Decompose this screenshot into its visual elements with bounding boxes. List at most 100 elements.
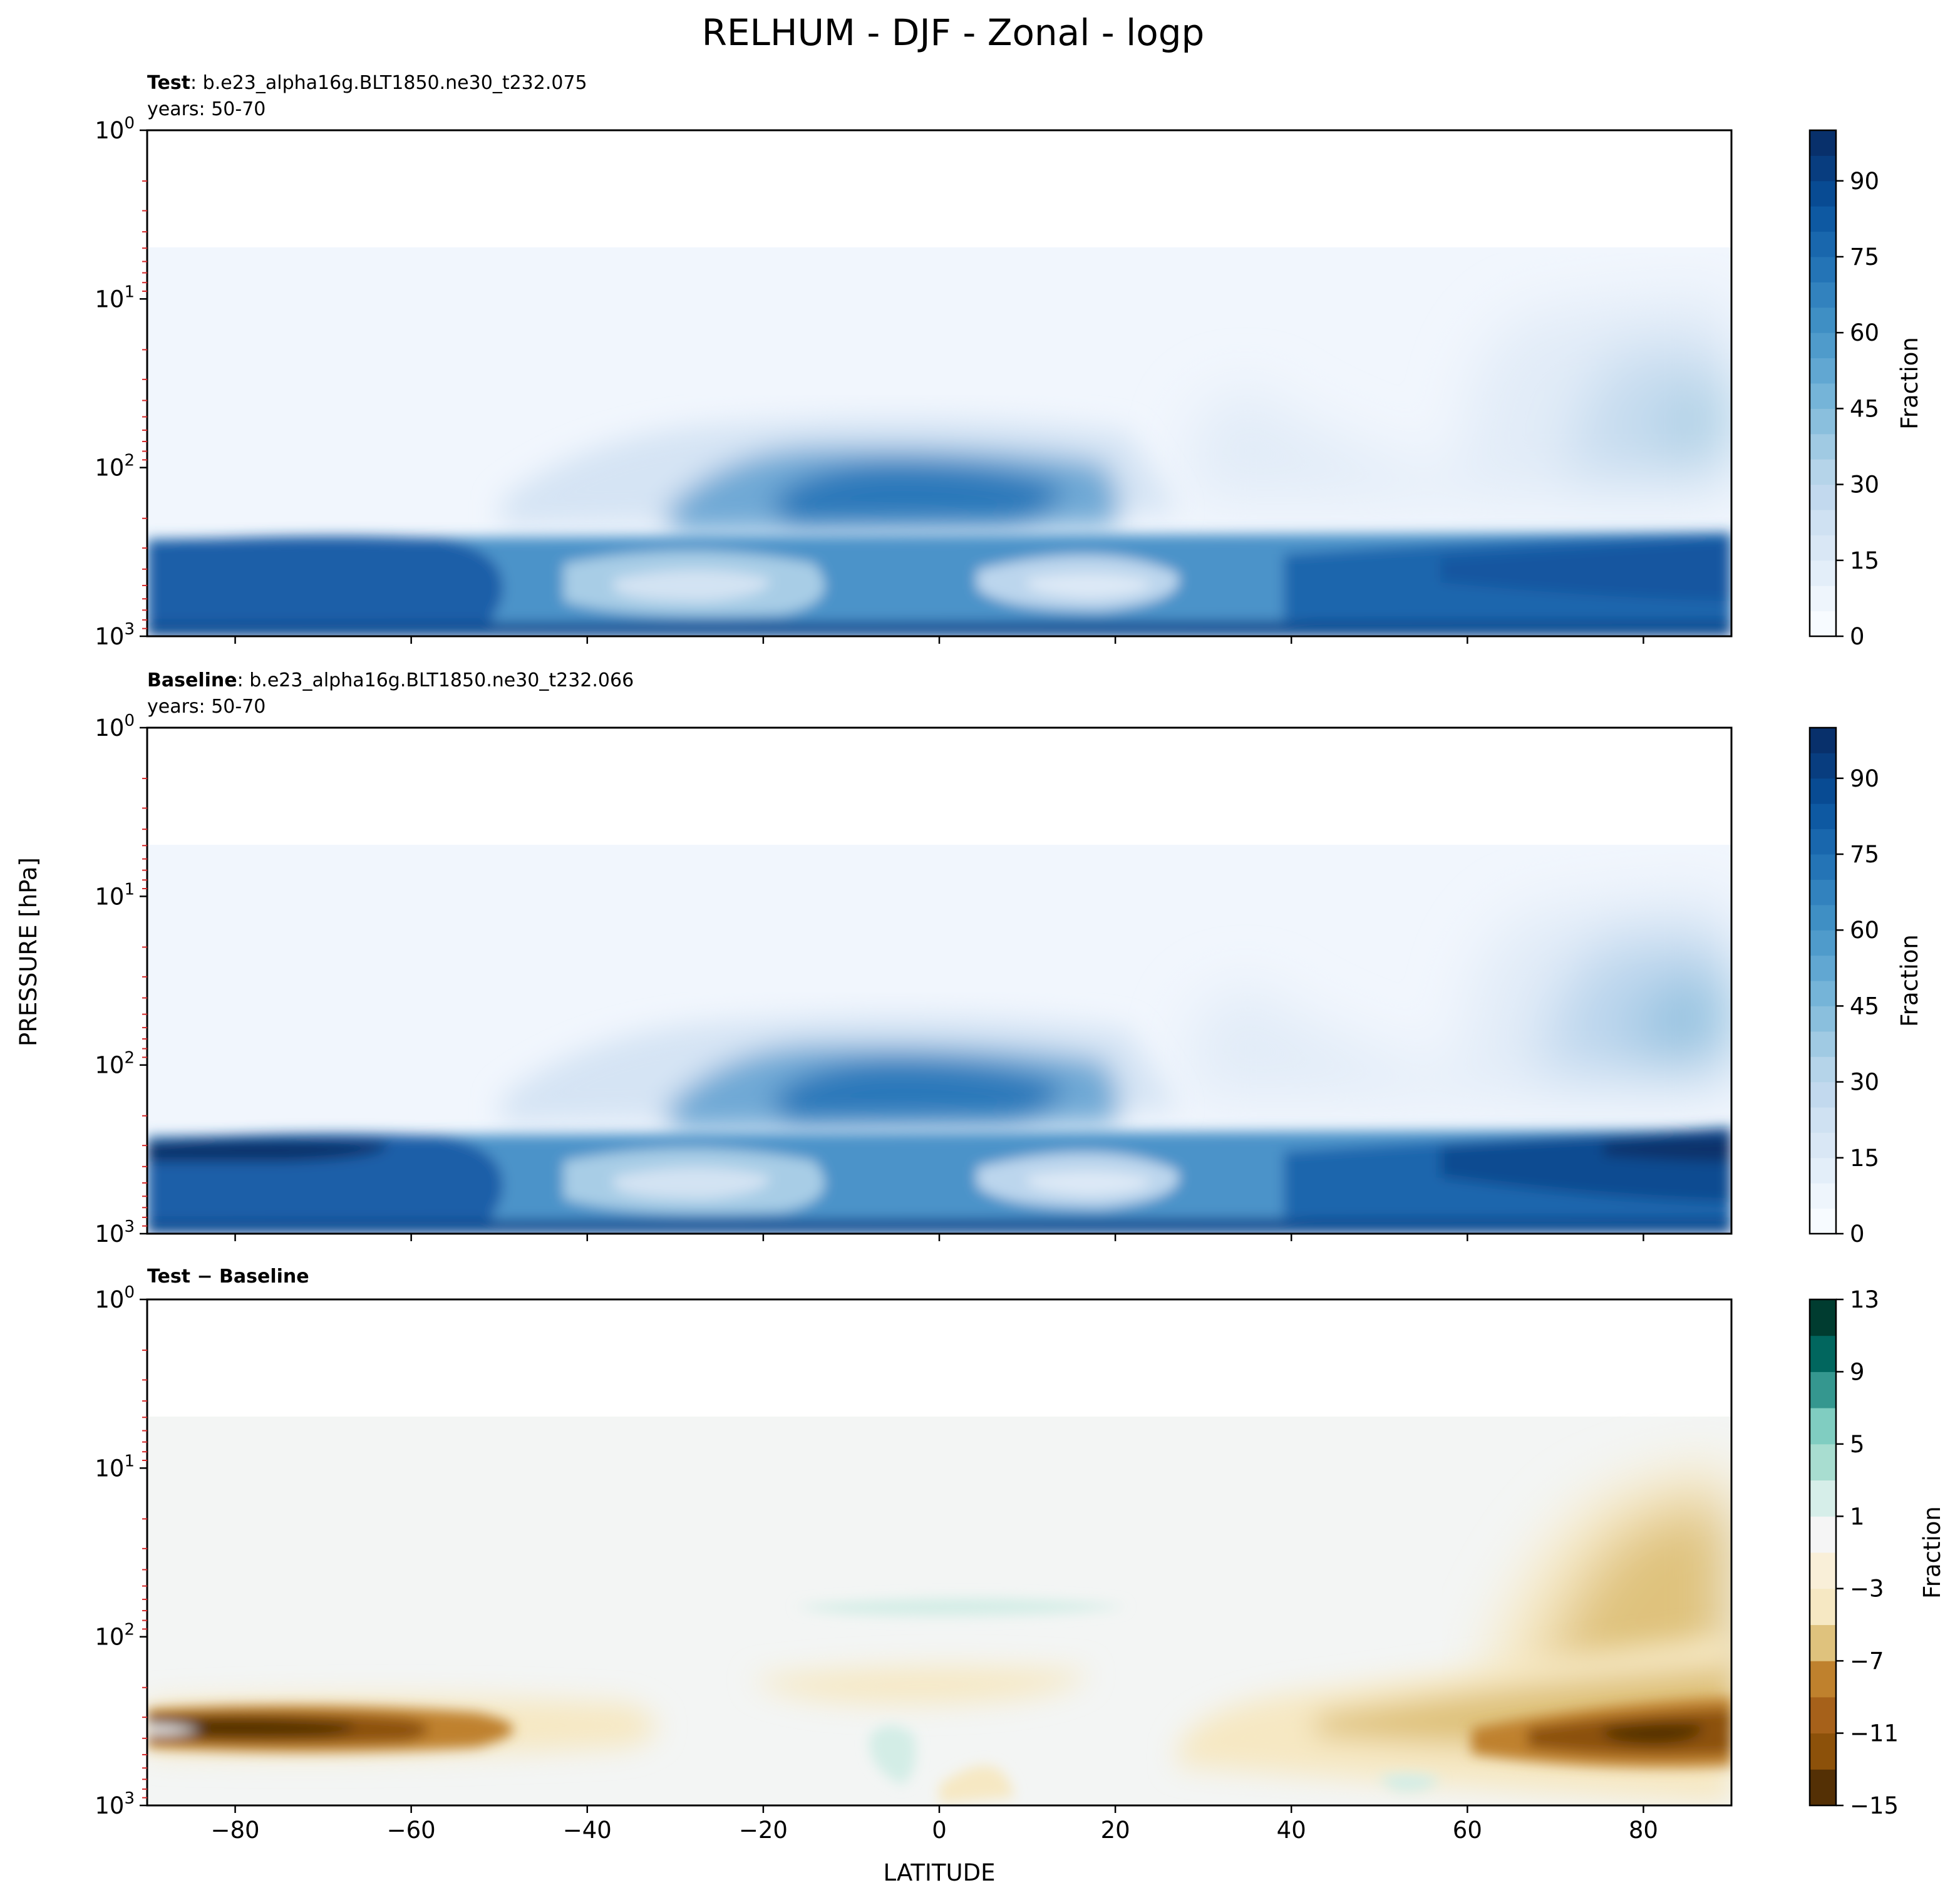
panel-baseline-colorbar-segment	[1810, 1056, 1836, 1083]
panel-difference-colorbar-segment	[1810, 1335, 1836, 1372]
panel-test-colorbar-segment	[1810, 586, 1836, 612]
panel-baseline-colorbar-tick-label: 90	[1850, 765, 1879, 792]
panel-baseline-y-tick-label: 103	[95, 1217, 135, 1247]
panel-test-colorbar-label: Fraction	[1896, 337, 1923, 430]
panel-difference-colorbar-segment	[1810, 1371, 1836, 1408]
panel-test-colorbar-segment	[1810, 155, 1836, 182]
panel-test-colorbar-segment	[1810, 459, 1836, 485]
panel-baseline-colorbar-segment	[1810, 1183, 1836, 1209]
panel-baseline-title: Baseline: b.e23_alpha16g.BLT1850.ne30_t2…	[147, 669, 634, 691]
panel-difference-field	[147, 1299, 1731, 1805]
panel-difference-colorbar-segment	[1810, 1588, 1836, 1625]
panel-difference-x-tick-label: −40	[563, 1817, 612, 1844]
panel-difference-colorbar-tick-label: −7	[1850, 1648, 1884, 1675]
panel-difference-colorbar-tick-label: −15	[1850, 1792, 1899, 1819]
panel-baseline-field	[147, 728, 1731, 1234]
panel-baseline-colorbar-segment	[1810, 728, 1836, 753]
panel-difference-x-tick-label: −80	[211, 1817, 260, 1844]
panel-test-colorbar-tick-label: 60	[1850, 319, 1879, 346]
panel-baseline-colorbar-segment	[1810, 1157, 1836, 1184]
panel-difference-title: Test − Baseline	[147, 1266, 309, 1288]
panel-baseline: Baseline: b.e23_alpha16g.BLT1850.ne30_t2…	[95, 669, 1923, 1247]
panel-difference-colorbar-segment	[1810, 1408, 1836, 1445]
panel-test-x-ticks	[234, 636, 1644, 644]
panel-test-y-tick-label: 102	[95, 452, 135, 482]
panel-baseline-colorbar-segment	[1810, 829, 1836, 855]
panel-difference-x-tick-label: 80	[1629, 1817, 1658, 1844]
panel-baseline-colorbar-tick-label: 75	[1850, 841, 1879, 868]
panel-difference-y-tick-label: 103	[95, 1789, 135, 1819]
panel-difference-colorbar-segment	[1810, 1443, 1836, 1481]
panel-test-colorbar-segment	[1810, 333, 1836, 359]
panel-baseline-colorbar-segment	[1810, 1132, 1836, 1159]
panel-difference-colorbar-segment	[1810, 1516, 1836, 1553]
panel-baseline-y-tick-label: 102	[95, 1049, 135, 1079]
panel-baseline-colorbar-segment	[1810, 1031, 1836, 1057]
panel-baseline-colorbar-segment	[1810, 904, 1836, 931]
panel-test-colorbar-tick-label: 75	[1850, 244, 1879, 271]
panel-test-subtitle: years: 50-70	[147, 98, 266, 120]
panel-difference-x-ticks: −80 −60 −40 −20 0 20 40 60 80	[211, 1805, 1658, 1844]
panel-test: Test: b.e23_alpha16g.BLT1850.ne30_t232.0…	[95, 72, 1923, 650]
panel-test-colorbar-segment	[1810, 130, 1836, 156]
panel-test-colorbar-segment	[1810, 358, 1836, 384]
panel-baseline-colorbar-segment	[1810, 1006, 1836, 1032]
panel-difference-colorbar-tick-label: −11	[1850, 1720, 1899, 1747]
panel-test-colorbar-tick-label: 0	[1850, 623, 1865, 650]
panel-difference-x-tick-label: −20	[739, 1817, 788, 1844]
panel-difference-y-tick-label: 100	[95, 1283, 135, 1313]
panel-difference-title-bold: Test − Baseline	[147, 1266, 309, 1288]
panel-test-colorbar-segment	[1810, 611, 1836, 637]
panel-difference-y-ticks: 100 101 102 103	[95, 1283, 147, 1819]
panel-difference-colorbar-segment	[1810, 1661, 1836, 1698]
panel-baseline-colorbar-segment	[1810, 955, 1836, 981]
panel-test-colorbar-segment	[1810, 206, 1836, 232]
panel-test-colorbar-segment	[1810, 231, 1836, 257]
panel-test-title-rest: : b.e23_alpha16g.BLT1850.ne30_t232.075	[190, 72, 587, 94]
panel-difference-colorbar-segment	[1810, 1733, 1836, 1770]
shared-x-axis-label: LATITUDE	[884, 1859, 996, 1886]
panel-baseline-colorbar-segment	[1810, 981, 1836, 1006]
panel-difference-colorbar-segment	[1810, 1299, 1836, 1336]
panel-difference-colorbar-segment	[1810, 1624, 1836, 1661]
panel-difference: Test − Baseline	[95, 1266, 1946, 1844]
panel-baseline-colorbar-segment	[1810, 930, 1836, 956]
panel-baseline-title-bold: Baseline	[147, 669, 237, 691]
panel-difference-colorbar-segment	[1810, 1769, 1836, 1806]
panel-baseline-colorbar-segment	[1810, 879, 1836, 906]
panel-baseline-x-ticks	[234, 1234, 1644, 1241]
panel-baseline-colorbar-segment	[1810, 753, 1836, 779]
panel-test-colorbar-frame	[1808, 129, 1837, 638]
panel-baseline-colorbar-label: Fraction	[1896, 934, 1923, 1027]
panel-baseline-colorbar-tick-label: 30	[1850, 1069, 1879, 1096]
panel-test-colorbar: 0 15 30 45 60 75 90	[1808, 129, 1879, 650]
panel-difference-colorbar-frame	[1808, 1298, 1837, 1807]
panel-difference-y-tick-label: 102	[95, 1621, 135, 1651]
panel-test-y-tick-label: 101	[95, 282, 135, 312]
panel-difference-x-tick-label: 60	[1453, 1817, 1482, 1844]
panel-difference-colorbar: −15 −11 −7 −3 1 5 9 13	[1808, 1286, 1899, 1819]
shared-y-axis-label: PRESSURE [hPa]	[15, 857, 42, 1046]
panel-baseline-colorbar-tick-label: 60	[1850, 917, 1879, 944]
panel-baseline-subtitle: years: 50-70	[147, 696, 266, 718]
panel-baseline-colorbar-tick-label: 45	[1850, 993, 1879, 1020]
panel-test-colorbar-segment	[1810, 307, 1836, 333]
panel-baseline-colorbar-segment	[1810, 1107, 1836, 1133]
panel-test-colorbar-tick-label: 90	[1850, 168, 1879, 195]
panel-difference-colorbar-label: Fraction	[1919, 1506, 1946, 1599]
panel-baseline-colorbar-tick-label: 15	[1850, 1145, 1879, 1172]
panel-test-colorbar-segment	[1810, 257, 1836, 282]
panel-test-y-tick-label: 100	[95, 114, 135, 144]
panel-difference-x-tick-label: −60	[387, 1817, 436, 1844]
panel-difference-colorbar-tick-label: 9	[1850, 1358, 1865, 1385]
panel-test-colorbar-segment	[1810, 535, 1836, 561]
panel-test-title-bold: Test	[147, 72, 190, 94]
panel-difference-x-tick-label: 40	[1277, 1817, 1306, 1844]
panel-test-y-ticks: 100 101 102 103	[95, 114, 147, 650]
panel-difference-colorbar-segment	[1810, 1552, 1836, 1589]
panel-difference-x-tick-label: 0	[932, 1817, 947, 1844]
panel-test-colorbar-segment	[1810, 510, 1836, 535]
panel-baseline-colorbar-segment	[1810, 1208, 1836, 1234]
panel-difference-colorbar-segment	[1810, 1696, 1836, 1734]
